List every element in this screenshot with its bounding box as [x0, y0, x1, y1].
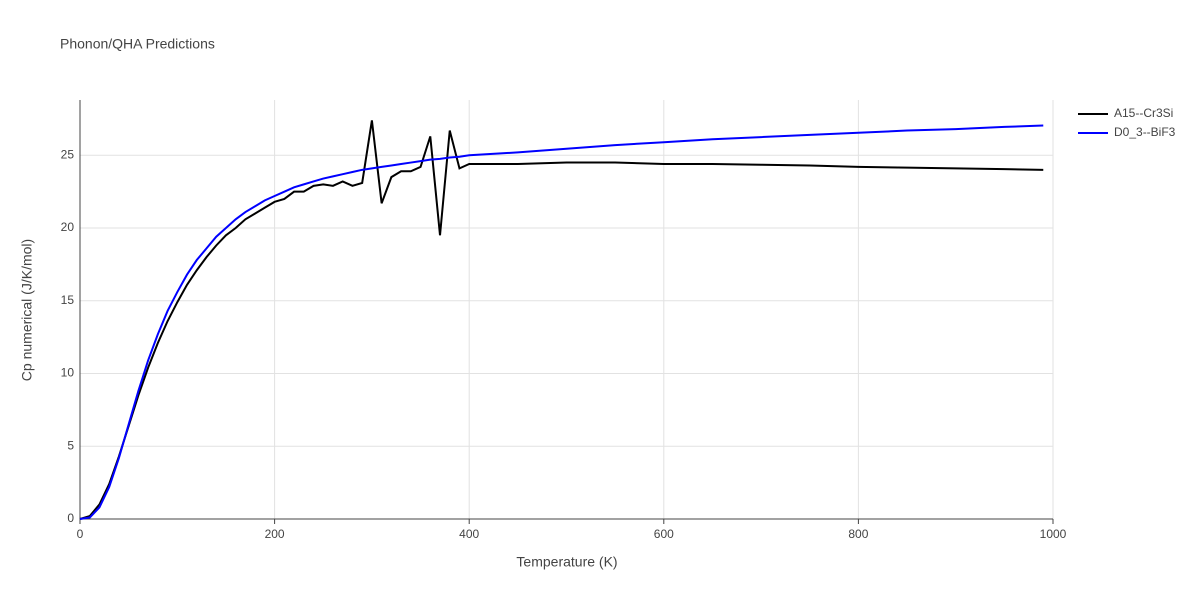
series-line — [79, 124, 1044, 520]
y-axis-label: Cp numerical (J/K/mol) — [19, 239, 35, 381]
x-tick-label: 600 — [654, 527, 674, 541]
x-tick-label: 1000 — [1040, 527, 1067, 541]
y-tick-label: 15 — [61, 293, 75, 307]
legend-label: A15--Cr3Si — [1114, 106, 1173, 120]
y-tick-label: 20 — [61, 220, 75, 234]
legend-label: D0_3--BiF3 — [1114, 125, 1176, 139]
x-tick-label: 0 — [77, 527, 84, 541]
y-tick-label: 0 — [67, 511, 74, 525]
y-tick-label: 10 — [61, 366, 75, 380]
series-line — [79, 120, 1044, 520]
x-tick-label: 400 — [459, 527, 479, 541]
x-axis-label: Temperature (K) — [516, 554, 617, 570]
x-tick-label: 200 — [265, 527, 285, 541]
x-tick-label: 800 — [848, 527, 868, 541]
y-tick-label: 25 — [61, 147, 75, 161]
chart-title: Phonon/QHA Predictions — [60, 36, 215, 52]
y-tick-label: 5 — [67, 438, 74, 452]
